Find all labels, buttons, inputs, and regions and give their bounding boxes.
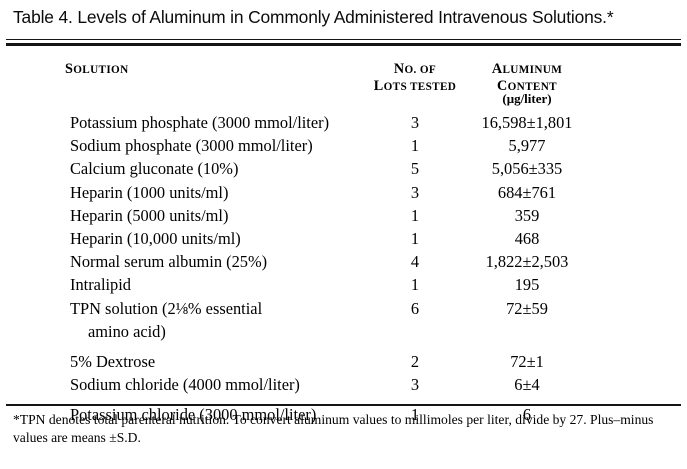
table-row: Intralipid 1 195	[0, 274, 687, 297]
table-footnote: *TPN denotes total parenteral nutrition.…	[13, 411, 676, 446]
cell-aluminum-content: 72±59	[506, 298, 548, 318]
table-row: Potassium chloride (3000 mmol/liter) 1 6	[0, 404, 687, 427]
column-header-content-line1: ALUMINUM	[491, 61, 563, 77]
table-row: Heparin (5000 units/ml) 1 359	[0, 205, 687, 228]
table-top-rule-thin	[6, 39, 681, 40]
cell-solution: Heparin (5000 units/ml)	[70, 205, 229, 225]
cell-solution: Heparin (10,000 units/ml)	[70, 228, 241, 248]
cell-lots-tested: 3	[410, 182, 420, 202]
cell-lots-tested: 1	[410, 205, 420, 225]
cell-solution: Sodium phosphate (3000 mmol/liter)	[70, 136, 313, 156]
column-header-solution-label: SOLUTION	[65, 61, 129, 77]
table-row: 5% Dextrose 2 72±1	[0, 351, 687, 374]
cell-aluminum-content: 359	[514, 205, 540, 225]
cell-solution: Potassium chloride (3000 mmol/liter)	[70, 405, 317, 425]
table-row: TPN solution (2⅛% essential 6 72±59	[0, 298, 687, 321]
cell-aluminum-content: 5,977	[508, 136, 546, 156]
cell-solution: Heparin (1000 units/ml)	[70, 182, 229, 202]
table-row: Heparin (1000 units/ml) 3 684±761	[0, 182, 687, 205]
cell-aluminum-content: 195	[514, 275, 540, 295]
cell-aluminum-content: 684±761	[497, 182, 557, 202]
cell-lots-tested: 1	[410, 136, 420, 156]
column-header-lots-line2: LOTS TESTED	[373, 77, 457, 94]
column-header-units: (μg/liter)	[502, 91, 552, 106]
table-title: Table 4. Levels of Aluminum in Commonly …	[13, 7, 614, 27]
table-top-rule-thick	[6, 43, 681, 46]
column-header-content-line2: CONTENT	[497, 77, 557, 94]
cell-aluminum-content: 1,822±2,503	[485, 252, 569, 272]
cell-solution: Normal serum albumin (25%)	[70, 252, 268, 272]
table-body: Potassium phosphate (3000 mmol/liter) 3 …	[0, 112, 687, 427]
column-header-solution: SOLUTION	[65, 61, 129, 79]
table-row: Normal serum albumin (25%) 4 1,822±2,503	[0, 251, 687, 274]
table-row: Potassium phosphate (3000 mmol/liter) 3 …	[0, 112, 687, 135]
cell-lots-tested: 3	[410, 113, 420, 132]
footnote-line-1: *TPN denotes total parenteral nutrition.…	[13, 412, 654, 427]
column-header-lots-tested: NO. OF LOTS TESTED	[340, 61, 490, 95]
cell-lots-tested: 4	[410, 252, 420, 272]
cell-lots-tested: 2	[410, 351, 420, 371]
cell-aluminum-content: 72±1	[510, 351, 544, 371]
table-bottom-rule	[6, 404, 681, 406]
cell-solution: Intralipid	[70, 275, 131, 295]
table-row: Calcium gluconate (10%) 5 5,056±335	[0, 158, 687, 181]
cell-lots-tested: 3	[410, 375, 420, 395]
cell-aluminum-content: 6±4	[514, 375, 540, 395]
cell-aluminum-content: 6	[522, 405, 532, 425]
cell-lots-tested: 1	[410, 405, 420, 425]
footnote-line-2: values are means ±S.D.	[13, 429, 141, 445]
table-row: Sodium phosphate (3000 mmol/liter) 1 5,9…	[0, 135, 687, 158]
cell-aluminum-content: 16,598±1,801	[481, 113, 573, 132]
cell-solution: Sodium chloride (4000 mmol/liter)	[70, 375, 300, 395]
cell-aluminum-content: 468	[514, 228, 540, 248]
cell-lots-tested: 6	[410, 298, 420, 318]
table-row: Sodium chloride (4000 mmol/liter) 3 6±4	[0, 374, 687, 397]
cell-lots-tested: 5	[410, 159, 420, 179]
table-row-continuation: amino acid)	[0, 321, 687, 344]
cell-lots-tested: 1	[410, 228, 420, 248]
table-row: Heparin (10,000 units/ml) 1 468	[0, 228, 687, 251]
cell-solution: TPN solution (2⅛% essential	[70, 298, 263, 318]
cell-solution: Potassium phosphate (3000 mmol/liter)	[70, 113, 330, 132]
cell-solution-continuation: amino acid)	[88, 321, 166, 341]
cell-lots-tested: 1	[410, 275, 420, 295]
cell-solution: Calcium gluconate (10%)	[70, 159, 239, 179]
cell-aluminum-content: 5,056±335	[491, 159, 563, 179]
cell-solution: 5% Dextrose	[70, 351, 156, 371]
column-header-aluminum-content: ALUMINUM CONTENT	[452, 61, 602, 95]
column-header-lots-line1: NO. OF	[393, 61, 437, 77]
